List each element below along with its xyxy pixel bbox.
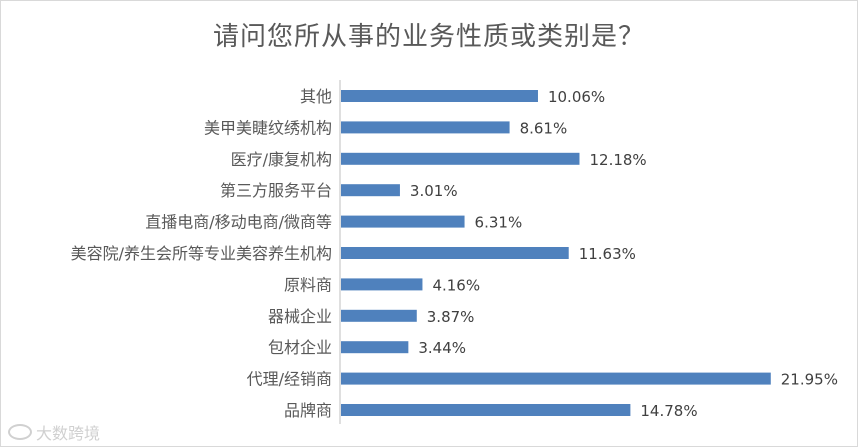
value-label: 6.31% [475, 214, 523, 232]
value-label: 3.01% [410, 182, 458, 200]
watermark-logo-icon [8, 424, 32, 440]
bar [341, 152, 580, 165]
bar [341, 90, 538, 102]
bar [341, 372, 771, 385]
value-label: 10.06% [548, 88, 605, 106]
category-label: 代理/经销商 [247, 370, 332, 389]
watermark-text: 大数跨境 [36, 424, 101, 443]
category-label: 器械企业 [268, 307, 332, 326]
category-label: 包材企业 [268, 338, 332, 357]
watermark: 大数跨境 [8, 420, 100, 444]
value-label: 11.63% [579, 245, 636, 263]
category-label: 直播电商/移动电商/微商等 [145, 213, 332, 232]
value-label: 8.61% [520, 119, 568, 137]
category-label: 其他 [300, 87, 332, 106]
bar [341, 184, 400, 197]
chart-title: 请问您所从事的业务性质或类别是？ [212, 22, 645, 52]
value-label: 12.18% [589, 151, 646, 169]
value-label: 3.44% [418, 339, 466, 357]
bar [341, 309, 417, 322]
value-label: 4.16% [432, 276, 480, 294]
bar [341, 121, 510, 134]
bar [341, 341, 409, 354]
bar [341, 278, 423, 291]
bar [341, 215, 465, 228]
bar [341, 404, 631, 416]
category-label: 医疗/康复机构 [231, 150, 332, 169]
value-label: 14.78% [640, 402, 697, 420]
value-label: 3.87% [427, 308, 475, 326]
category-label: 美甲美睫纹绣机构 [204, 118, 332, 137]
category-label: 美容院/养生会所等专业美容养生机构 [71, 244, 332, 263]
value-label: 21.95% [781, 371, 838, 389]
category-label: 第三方服务平台 [220, 181, 332, 200]
bar [341, 247, 569, 259]
category-label: 品牌商 [284, 401, 332, 420]
category-label: 原料商 [284, 275, 332, 294]
